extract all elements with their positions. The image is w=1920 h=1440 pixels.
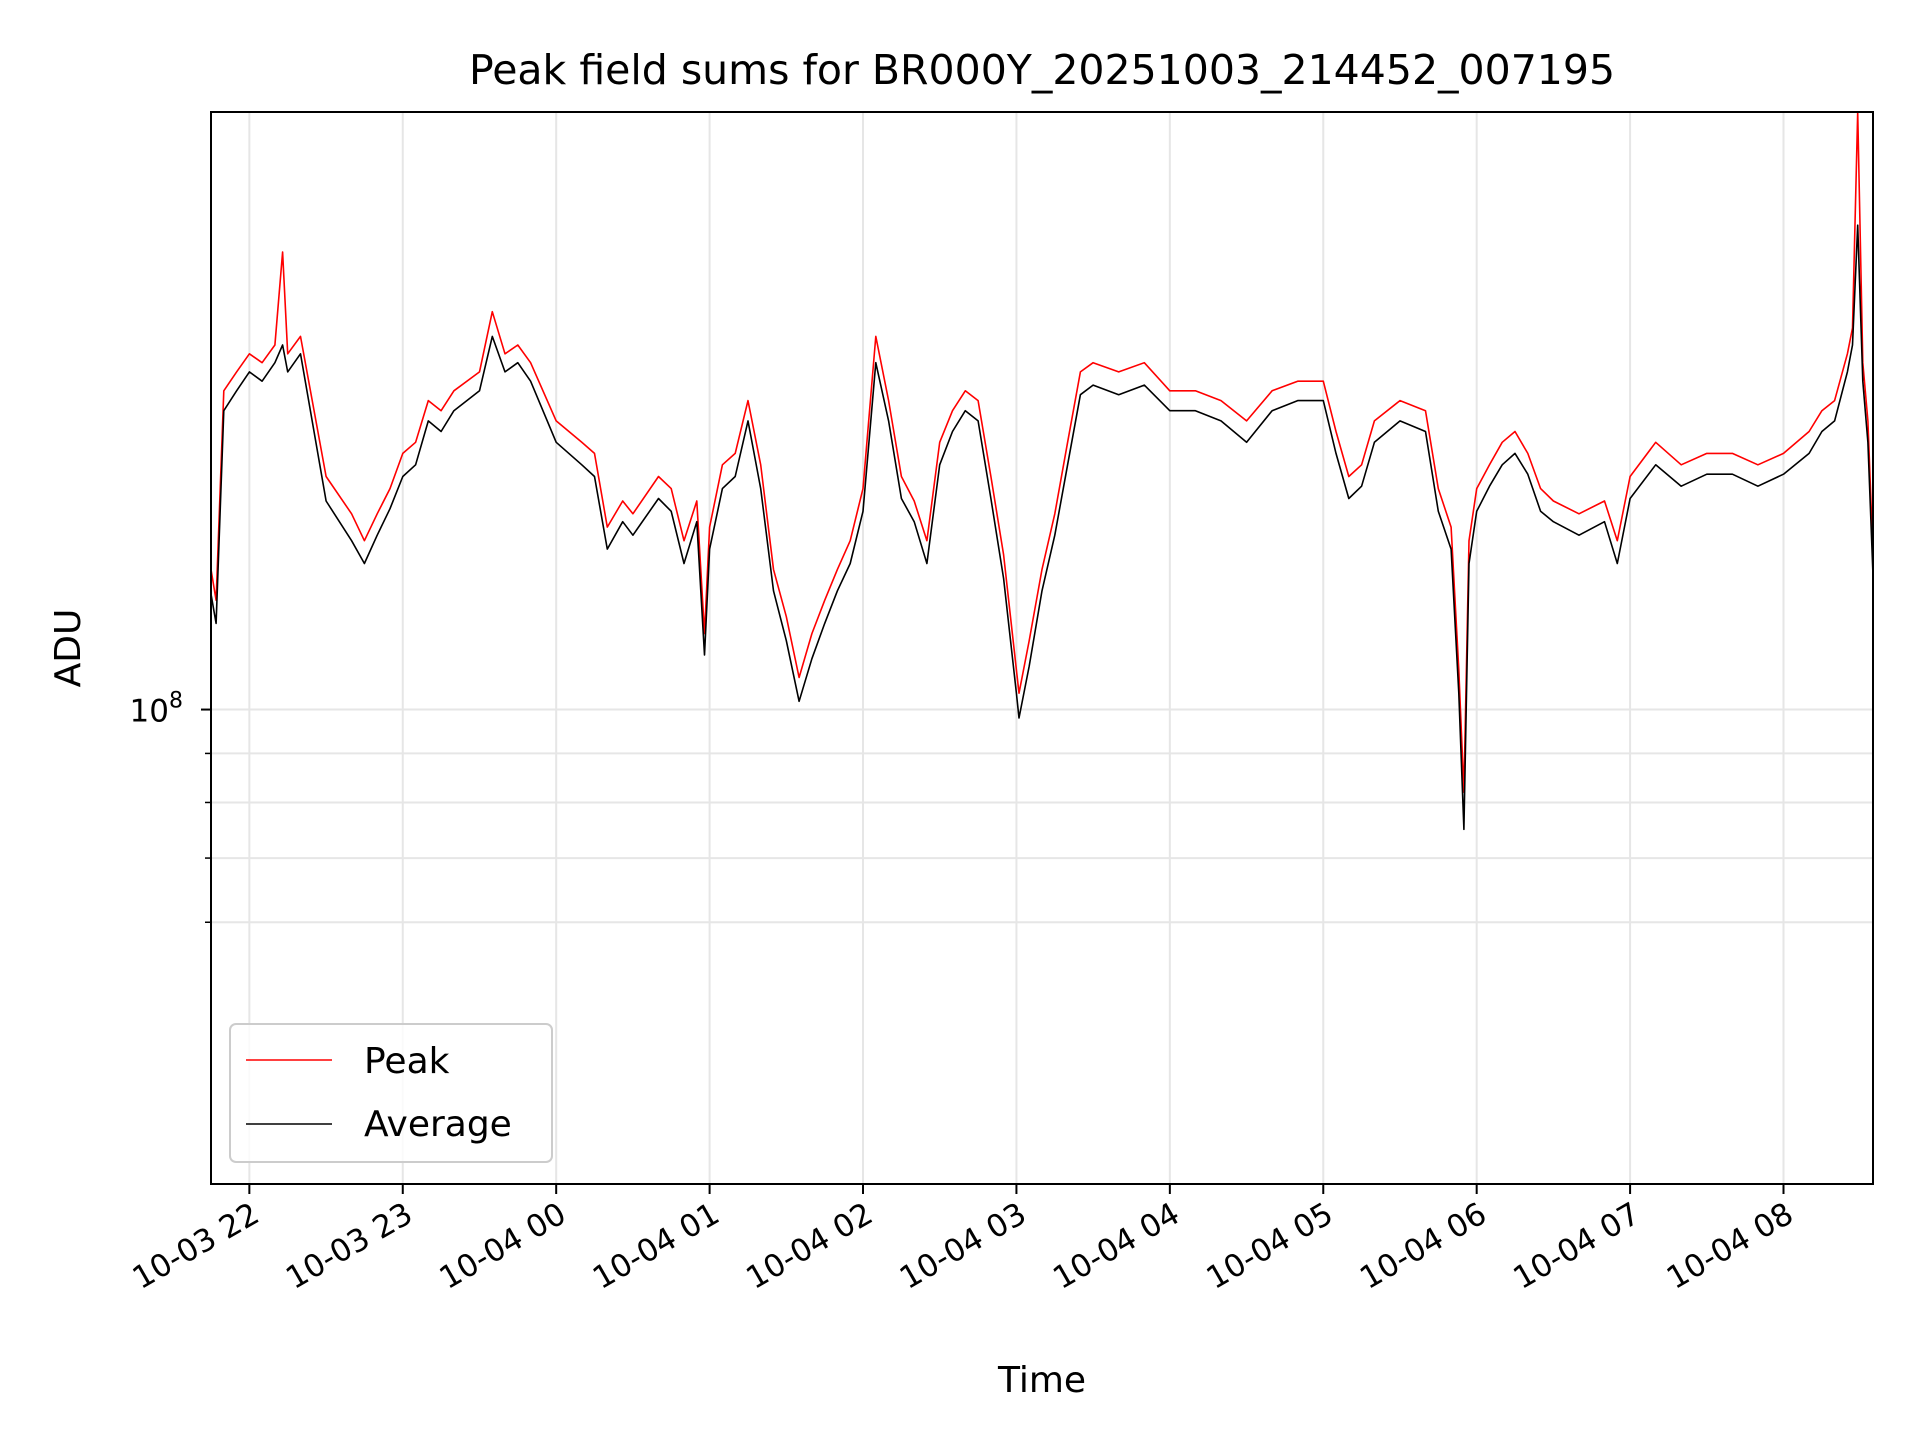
chart-title: Peak field sums for BR000Y_20251003_2144… xyxy=(469,46,1615,94)
legend-label-average: Average xyxy=(364,1104,512,1145)
y-tick-label: 108 xyxy=(130,689,183,730)
legend-label-peak: Peak xyxy=(364,1041,450,1082)
series-line-average xyxy=(210,224,1874,831)
series-layer xyxy=(210,111,1874,831)
legend-box xyxy=(229,1023,553,1163)
legend: Peak Average xyxy=(229,1023,553,1163)
series-line-peak xyxy=(210,111,1874,794)
grid-layer xyxy=(211,112,1873,1184)
y-axis-title: ADU xyxy=(48,609,89,688)
plot-frame xyxy=(210,111,1874,1185)
x-axis-title: Time xyxy=(997,1360,1086,1401)
